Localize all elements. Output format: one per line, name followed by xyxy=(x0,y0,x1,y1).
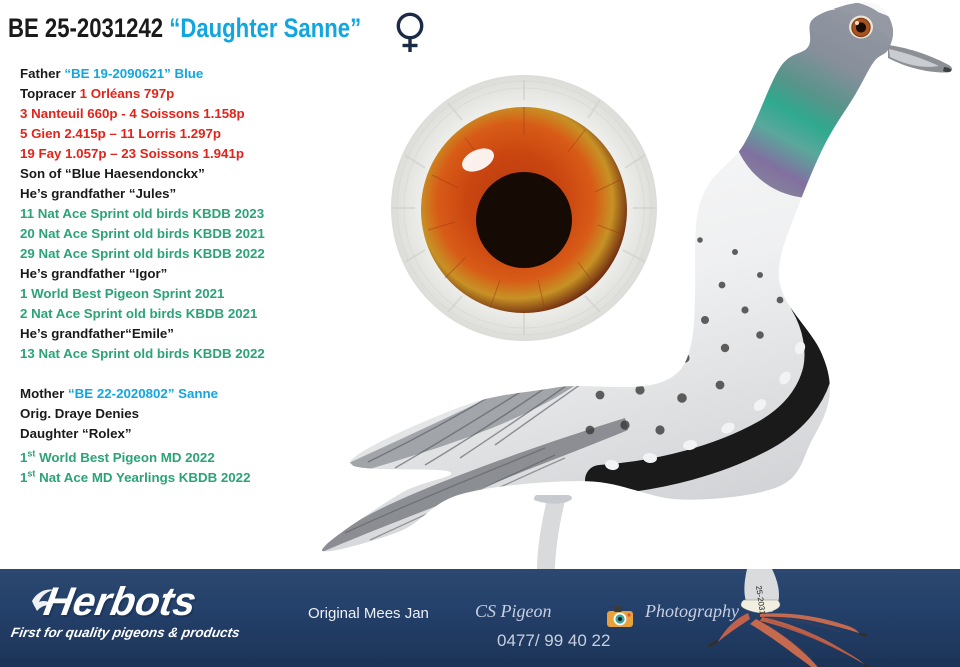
svg-text:Herbots: Herbots xyxy=(41,579,200,624)
svg-text:First for quality pigeons & pr: First for quality pigeons & products xyxy=(10,625,242,640)
